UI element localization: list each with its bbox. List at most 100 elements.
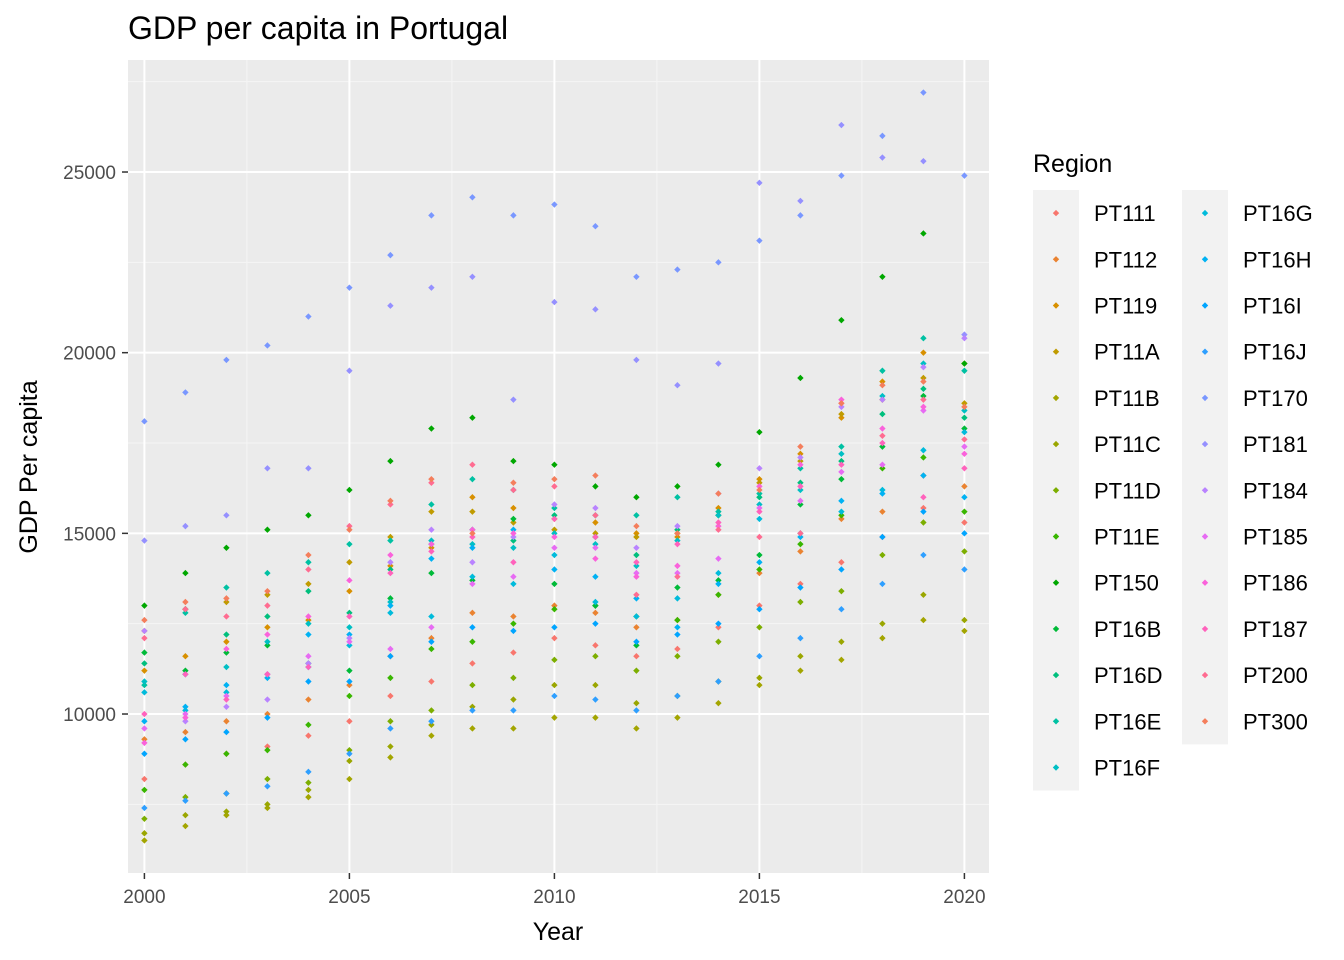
- data-point: [551, 624, 558, 631]
- data-point: [756, 428, 763, 436]
- data-point: [141, 725, 148, 732]
- data-point: [387, 609, 394, 617]
- data-point: [674, 616, 681, 624]
- data-point: [264, 342, 271, 349]
- data-point: [551, 606, 558, 613]
- data-point: [346, 559, 353, 566]
- data-point: [141, 736, 148, 743]
- data-point: [141, 634, 148, 642]
- data-point: [510, 725, 517, 732]
- data-point: [182, 707, 189, 714]
- data-point: [633, 642, 640, 649]
- data-point: [674, 573, 681, 580]
- data-point: [469, 660, 476, 667]
- data-point: [551, 566, 558, 573]
- data-point: [961, 407, 968, 414]
- x-tick-label: 2005: [328, 887, 370, 908]
- data-point: [387, 569, 394, 577]
- data-point: [510, 674, 517, 682]
- data-point: [141, 830, 148, 837]
- legend-label: PT16F: [1094, 756, 1160, 781]
- data-point: [346, 746, 353, 754]
- legend-title: Region: [1033, 150, 1112, 178]
- data-point: [961, 627, 968, 635]
- data-point: [346, 609, 353, 617]
- data-point: [797, 501, 804, 508]
- data-point: [797, 197, 804, 205]
- data-point: [633, 638, 640, 645]
- data-point: [920, 396, 927, 403]
- data-point: [838, 450, 845, 458]
- data-point: [838, 461, 845, 468]
- data-point: [756, 653, 763, 660]
- data-point: [797, 584, 804, 591]
- data-point: [182, 606, 189, 613]
- data-point: [305, 631, 312, 638]
- data-point: [469, 681, 476, 689]
- data-point: [551, 461, 558, 468]
- chart-title: GDP per capita in Portugal: [128, 10, 509, 46]
- data-point: [838, 410, 845, 418]
- data-point: [469, 544, 476, 551]
- legend-key: [1201, 394, 1209, 402]
- data-point: [469, 638, 476, 645]
- data-point: [510, 396, 517, 403]
- legend-key: [1052, 440, 1060, 448]
- data-point: [592, 714, 599, 721]
- data-point: [838, 457, 845, 465]
- data-point: [633, 725, 640, 732]
- data-point: [920, 157, 927, 165]
- data-point: [305, 587, 312, 595]
- data-point: [674, 692, 681, 700]
- data-point: [879, 490, 886, 497]
- data-point: [182, 522, 189, 530]
- data-point: [305, 653, 312, 660]
- series-pt181: [141, 121, 968, 544]
- data-point: [182, 569, 189, 577]
- data-point: [223, 584, 230, 591]
- legend: PT111 PT112 PT119 PT11A PT11B PT11C PT11D PT11E…: [1033, 190, 1313, 791]
- data-point: [633, 544, 640, 551]
- data-point: [428, 501, 435, 508]
- data-point: [141, 602, 148, 609]
- data-point: [141, 681, 148, 689]
- data-point: [674, 266, 681, 273]
- x-axis-title: Year: [533, 918, 584, 946]
- data-point: [264, 587, 271, 595]
- data-point: [551, 512, 558, 519]
- data-point: [469, 194, 476, 201]
- data-point: [633, 530, 640, 537]
- data-point: [141, 649, 148, 656]
- data-point: [264, 613, 271, 620]
- legend-key: [1052, 579, 1060, 586]
- data-point: [961, 616, 968, 624]
- data-points: [141, 89, 968, 844]
- data-point: [428, 645, 435, 653]
- data-point: [182, 653, 189, 660]
- data-point: [428, 721, 435, 729]
- data-point: [633, 595, 640, 602]
- data-point: [797, 374, 804, 382]
- data-point: [182, 671, 189, 678]
- legend-key: [1052, 533, 1060, 540]
- data-point: [838, 512, 845, 519]
- data-point: [838, 121, 845, 129]
- data-point: [469, 707, 476, 714]
- data-point: [387, 533, 394, 541]
- data-point: [264, 569, 271, 577]
- data-point: [182, 667, 189, 674]
- data-point: [387, 645, 394, 653]
- data-point: [879, 410, 886, 418]
- series-pt11e: [141, 454, 968, 794]
- data-point: [756, 179, 763, 187]
- data-point: [387, 692, 394, 700]
- data-point: [428, 624, 435, 631]
- data-point: [141, 804, 148, 812]
- data-point: [346, 775, 353, 783]
- data-point: [428, 508, 435, 515]
- data-point: [551, 580, 558, 588]
- data-point: [879, 465, 886, 472]
- data-point: [264, 783, 271, 790]
- data-point: [346, 522, 353, 530]
- data-point: [592, 519, 599, 526]
